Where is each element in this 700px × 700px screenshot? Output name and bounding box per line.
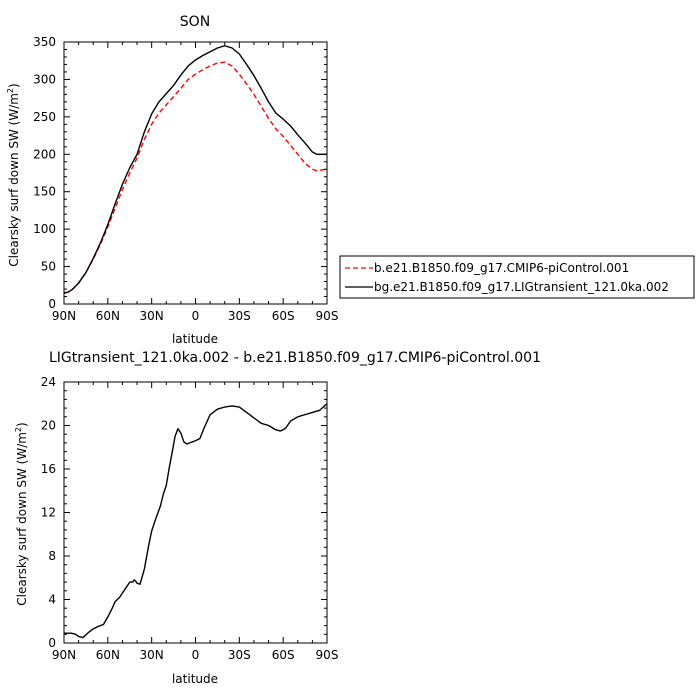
- bottom-xtick-label: 30N: [140, 648, 164, 662]
- bottom-ytick-label: 4: [48, 593, 56, 607]
- top-series-line-0: [63, 61, 328, 295]
- top-ytick-label: 350: [33, 35, 56, 49]
- bottom-xtick-label: 60S: [272, 648, 295, 662]
- bottom-xtick-label: 90S: [316, 648, 339, 662]
- top-xtick-label: 60N: [96, 309, 120, 323]
- top-ytick-label: 300: [33, 72, 56, 86]
- bottom-xtick-label: 30S: [228, 648, 251, 662]
- legend: b.e21.B1850.f09_g17.CMIP6-piControl.001 …: [339, 255, 695, 299]
- bottom-ytick-label: 24: [41, 375, 56, 389]
- top-ytick-label: 50: [41, 260, 56, 274]
- bottom-ytick-label: 0: [48, 636, 56, 650]
- top-xtick-label: 30S: [228, 309, 251, 323]
- top-chart-xlabel: latitude: [172, 332, 218, 346]
- bottom-xtick-label: 60N: [96, 648, 120, 662]
- bottom-ylabel-main: Clearsky surf down SW (W/m: [15, 432, 29, 606]
- bottom-ytick-label: 8: [48, 549, 56, 563]
- bottom-series-line-0: [64, 403, 328, 639]
- top-ytick-label: 100: [33, 222, 56, 236]
- top-chart: SON latitude Clearsky surf down SW (W/m2…: [6, 14, 338, 346]
- top-ytick-label: 150: [33, 185, 56, 199]
- bottom-chart-ylabel: Clearsky surf down SW (W/m2): [14, 422, 29, 605]
- top-plot-frame: [63, 41, 328, 305]
- top-xtick-label: 0: [192, 309, 200, 323]
- top-ylabel-sup: 2: [6, 88, 15, 93]
- bottom-ytick-label: 20: [41, 419, 56, 433]
- top-xtick-label: 60S: [272, 309, 295, 323]
- top-xtick-label: 30N: [140, 309, 164, 323]
- legend-label-picontrol: b.e21.B1850.f09_g17.CMIP6-piControl.001: [374, 261, 629, 275]
- legend-label-ligtransient: bg.e21.B1850.f09_g17.LIGtransient_121.0k…: [374, 280, 669, 294]
- bottom-ytick-label: 16: [41, 462, 56, 476]
- top-xtick-label: 90S: [316, 309, 339, 323]
- top-ylabel-main: Clearsky surf down SW (W/m: [7, 93, 21, 267]
- top-chart-title: SON: [180, 14, 210, 30]
- legend-box: [339, 255, 695, 299]
- bottom-ytick-label: 12: [41, 506, 56, 520]
- top-ytick-label: 0: [48, 297, 56, 311]
- bottom-xtick-label: 0: [192, 648, 200, 662]
- top-series-line-1: [63, 45, 327, 294]
- top-ytick-label: 250: [33, 110, 56, 124]
- bottom-ylabel-sup: 2: [14, 427, 23, 432]
- top-chart-ylabel: Clearsky surf down SW (W/m2): [6, 83, 21, 266]
- bottom-plot-frame: [63, 381, 328, 644]
- top-xtick-label: 90N: [52, 309, 76, 323]
- bottom-xtick-label: 90N: [52, 648, 76, 662]
- bottom-chart-title: LIGtransient_121.0ka.002 - b.e21.B1850.f…: [49, 350, 541, 366]
- bottom-ylabel-close: ): [15, 422, 29, 427]
- top-ytick-label: 200: [33, 147, 56, 161]
- top-ylabel-close: ): [7, 83, 21, 88]
- bottom-chart-xlabel: latitude: [172, 672, 218, 686]
- bottom-chart: LIGtransient_121.0ka.002 - b.e21.B1850.f…: [14, 350, 541, 686]
